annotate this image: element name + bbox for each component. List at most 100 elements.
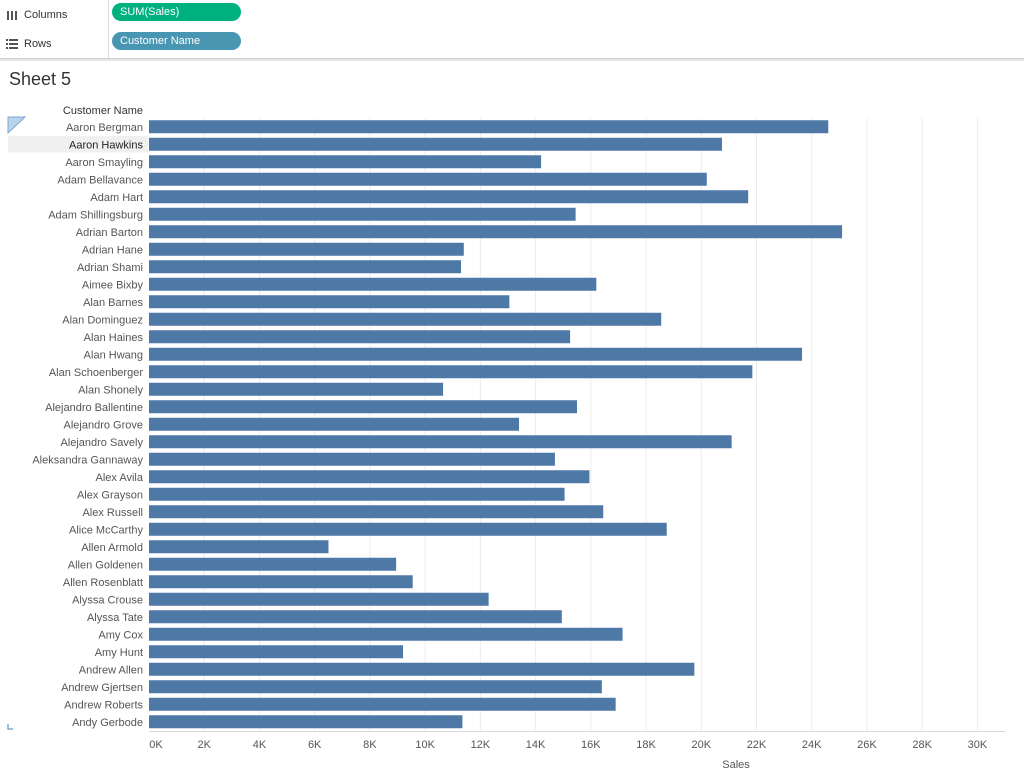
category-label[interactable]: Alan Shonely: [78, 384, 143, 396]
bar[interactable]: [149, 155, 542, 169]
category-label[interactable]: Andrew Allen: [79, 664, 143, 676]
category-label[interactable]: Aleksandra Gannaway: [32, 454, 143, 466]
x-tick-label: 30K: [968, 739, 988, 751]
x-tick-label: 26K: [857, 739, 877, 751]
bar[interactable]: [149, 312, 662, 326]
category-label[interactable]: Andy Gerbode: [72, 717, 143, 729]
category-label[interactable]: Adam Shillingsburg: [48, 209, 143, 221]
category-label[interactable]: Alyssa Tate: [87, 612, 143, 624]
category-label[interactable]: Alejandro Grove: [64, 419, 144, 431]
bar[interactable]: [149, 505, 604, 519]
bar[interactable]: [149, 627, 623, 641]
columns-icon: [7, 10, 17, 20]
bar-layer: [149, 120, 843, 729]
category-label[interactable]: Alan Dominguez: [62, 314, 143, 326]
row-layer: [8, 136, 148, 153]
category-label[interactable]: Alejandro Ballentine: [45, 402, 143, 414]
category-label[interactable]: Adrian Shami: [77, 262, 143, 274]
x-tick-label: 4K: [253, 739, 267, 751]
bar[interactable]: [149, 242, 464, 256]
x-tick-label: 12K: [471, 739, 491, 751]
category-label[interactable]: Andrew Gjertsen: [61, 682, 143, 694]
bar[interactable]: [149, 662, 695, 676]
x-axis-title: Sales: [722, 759, 750, 771]
bar[interactable]: [149, 260, 462, 274]
category-label[interactable]: Andrew Roberts: [64, 699, 143, 711]
view-divider: [0, 58, 1024, 61]
selected-row-highlight: [8, 136, 148, 153]
category-label[interactable]: Alyssa Crouse: [72, 594, 143, 606]
bar[interactable]: [149, 190, 749, 204]
bar[interactable]: [149, 540, 329, 554]
bar[interactable]: [149, 487, 565, 501]
bar[interactable]: [149, 522, 667, 536]
bar[interactable]: [149, 452, 555, 466]
columns-shelf-label: Columns: [24, 8, 68, 21]
category-label[interactable]: Alan Barnes: [83, 297, 143, 309]
category-label[interactable]: Alex Avila: [96, 472, 144, 484]
category-label[interactable]: Alan Hwang: [84, 349, 143, 361]
category-label[interactable]: Aaron Bergman: [66, 122, 143, 134]
bar[interactable]: [149, 172, 707, 186]
bar[interactable]: [149, 330, 571, 344]
bar[interactable]: [149, 715, 463, 729]
bar[interactable]: [149, 225, 843, 239]
category-label[interactable]: Alex Russell: [82, 507, 143, 519]
category-label[interactable]: Alan Haines: [84, 332, 144, 344]
bar[interactable]: [149, 277, 597, 291]
bar[interactable]: [149, 697, 616, 711]
bar[interactable]: [149, 557, 397, 571]
category-label[interactable]: Allen Goldenen: [68, 559, 143, 571]
x-tick-label: 10K: [415, 739, 435, 751]
bar[interactable]: [149, 207, 576, 221]
bar[interactable]: [149, 295, 510, 309]
category-label[interactable]: Aaron Smayling: [65, 157, 143, 169]
x-tick-label: 22K: [747, 739, 767, 751]
bar[interactable]: [149, 137, 722, 151]
customer-name-pill[interactable]: Customer Name: [112, 32, 241, 50]
bar[interactable]: [149, 120, 829, 134]
x-tick-label: 8K: [363, 739, 377, 751]
bar[interactable]: [149, 347, 803, 361]
x-tick-label: 18K: [636, 739, 656, 751]
sort-indicator-icon[interactable]: [7, 116, 27, 135]
bar[interactable]: [149, 575, 413, 589]
category-label[interactable]: Alice McCarthy: [69, 524, 143, 536]
bar[interactable]: [149, 470, 590, 484]
x-tick-label: 0K: [149, 739, 163, 751]
bar[interactable]: [149, 400, 577, 414]
category-label[interactable]: Allen Armold: [81, 542, 143, 554]
rows-icon: [6, 38, 18, 49]
bar[interactable]: [149, 610, 562, 624]
x-tick-label: 28K: [912, 739, 932, 751]
x-tick-label: 16K: [581, 739, 601, 751]
x-tick-label: 2K: [197, 739, 211, 751]
bar[interactable]: [149, 417, 520, 431]
category-label[interactable]: Alex Grayson: [77, 489, 143, 501]
category-label[interactable]: Aimee Bixby: [82, 279, 144, 291]
bar[interactable]: [149, 435, 732, 449]
category-label[interactable]: Amy Cox: [98, 629, 143, 641]
x-tick-label: 24K: [802, 739, 822, 751]
x-tick-label: 20K: [691, 739, 711, 751]
bar[interactable]: [149, 365, 753, 379]
category-label[interactable]: Adrian Barton: [76, 227, 143, 239]
rows-shelf-label: Rows: [24, 37, 52, 50]
category-label[interactable]: Alejandro Savely: [60, 437, 143, 449]
category-label[interactable]: Amy Hunt: [95, 647, 143, 659]
bar[interactable]: [149, 592, 489, 606]
resize-handle-icon[interactable]: [7, 724, 13, 730]
row-header: Customer Name: [63, 105, 143, 117]
x-tick-label: 6K: [308, 739, 322, 751]
sum-sales-pill[interactable]: SUM(Sales): [112, 3, 241, 21]
category-label[interactable]: Adrian Hane: [82, 244, 143, 256]
category-label[interactable]: Alan Schoenberger: [49, 367, 144, 379]
bar[interactable]: [149, 382, 444, 396]
category-label[interactable]: Aaron Hawkins: [69, 139, 143, 151]
category-label[interactable]: Adam Hart: [90, 192, 143, 204]
bar[interactable]: [149, 645, 404, 659]
category-label[interactable]: Allen Rosenblatt: [63, 577, 143, 589]
bar[interactable]: [149, 680, 602, 694]
category-label[interactable]: Adam Bellavance: [57, 174, 143, 186]
